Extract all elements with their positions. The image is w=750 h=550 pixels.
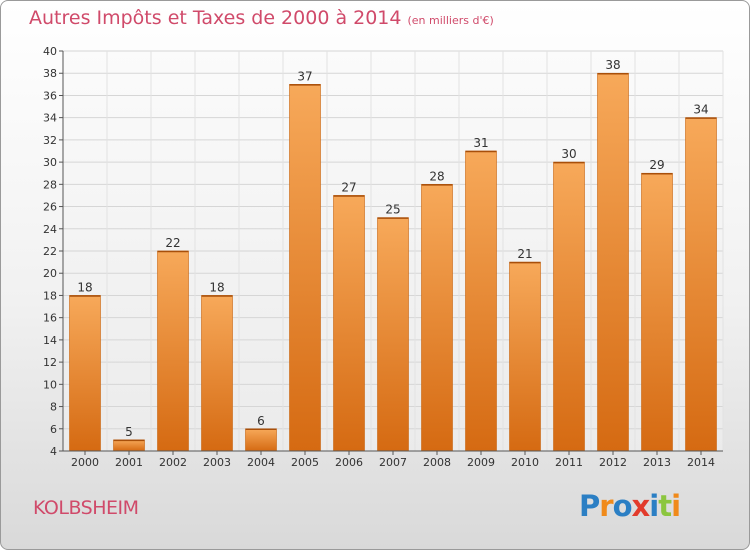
y-tick-label: 14 — [43, 334, 57, 347]
bar-value-label: 18 — [77, 280, 92, 294]
bar-value-label: 5 — [125, 425, 133, 439]
logo-letter: t — [658, 489, 672, 523]
x-tick-label: 2006 — [335, 456, 363, 469]
logo-letter: P — [579, 489, 600, 523]
x-tick-label: 2002 — [159, 456, 187, 469]
y-tick-label: 30 — [43, 156, 57, 169]
x-tick-label: 2000 — [71, 456, 99, 469]
bar-value-label: 31 — [473, 136, 488, 150]
x-tick-label: 2005 — [291, 456, 319, 469]
bar — [641, 172, 673, 452]
proxiti-logo: Proxiti — [579, 489, 681, 523]
bar-value-label: 18 — [209, 280, 224, 294]
chart-title-unit: (en milliers d'€) — [407, 14, 494, 27]
x-tick-label: 2008 — [423, 456, 451, 469]
bar — [113, 439, 145, 452]
y-tick-label: 26 — [43, 201, 57, 214]
bar-value-label: 22 — [165, 236, 180, 250]
bar — [289, 84, 321, 452]
x-tick-label: 2001 — [115, 456, 143, 469]
bar — [685, 117, 717, 452]
x-tick-label: 2004 — [247, 456, 275, 469]
y-tick-label: 36 — [43, 89, 57, 102]
place-name: KOLBSHEIM — [33, 497, 139, 519]
y-tick-label: 38 — [43, 67, 57, 80]
bar — [509, 261, 541, 452]
bar — [597, 72, 629, 452]
y-tick-label: 24 — [43, 223, 57, 236]
x-tick-label: 2014 — [687, 456, 715, 469]
x-tick-label: 2011 — [555, 456, 583, 469]
bar-value-label: 6 — [257, 414, 265, 428]
bar-value-label: 28 — [429, 169, 444, 183]
x-tick-label: 2003 — [203, 456, 231, 469]
y-tick-label: 12 — [43, 356, 57, 369]
chart-title: Autres Impôts et Taxes de 2000 à 2014 (en… — [29, 7, 494, 29]
chart-title-text: Autres Impôts et Taxes de 2000 à 2014 — [29, 7, 402, 29]
x-tick-label: 2009 — [467, 456, 495, 469]
y-tick-label: 34 — [43, 112, 57, 125]
logo-letter: r — [599, 489, 613, 523]
bar — [553, 161, 585, 452]
y-tick-label: 28 — [43, 178, 57, 191]
bar-value-label: 30 — [561, 147, 576, 161]
bar-value-label: 34 — [693, 103, 708, 117]
y-tick-label: 32 — [43, 134, 57, 147]
bar-value-label: 38 — [605, 58, 620, 72]
bar-value-label: 27 — [341, 180, 356, 194]
bar — [69, 295, 101, 452]
y-tick-label: 10 — [43, 378, 57, 391]
x-tick-label: 2013 — [643, 456, 671, 469]
x-tick-label: 2007 — [379, 456, 407, 469]
logo-letter: i — [649, 489, 659, 523]
x-tick-label: 2010 — [511, 456, 539, 469]
bar — [377, 217, 409, 452]
logo-letter: o — [612, 489, 633, 523]
bar — [201, 295, 233, 452]
bar-value-label: 21 — [517, 247, 532, 261]
y-tick-label: 22 — [43, 245, 57, 258]
bar-value-label: 25 — [385, 203, 400, 217]
y-tick-label: 40 — [43, 45, 57, 58]
bar — [157, 250, 189, 452]
y-tick-label: 20 — [43, 267, 57, 280]
bar — [245, 428, 277, 452]
y-tick-label: 8 — [50, 401, 57, 414]
y-tick-label: 6 — [50, 423, 57, 436]
bar — [465, 150, 497, 452]
bar — [333, 195, 365, 452]
bar — [421, 184, 453, 452]
y-tick-label: 4 — [50, 445, 57, 458]
x-tick-label: 2012 — [599, 456, 627, 469]
logo-letter: x — [631, 489, 651, 523]
bar-value-label: 37 — [297, 69, 312, 83]
bar-value-label: 29 — [649, 158, 664, 172]
logo-letter: i — [671, 489, 681, 523]
y-tick-label: 18 — [43, 289, 57, 302]
y-tick-label: 16 — [43, 312, 57, 325]
